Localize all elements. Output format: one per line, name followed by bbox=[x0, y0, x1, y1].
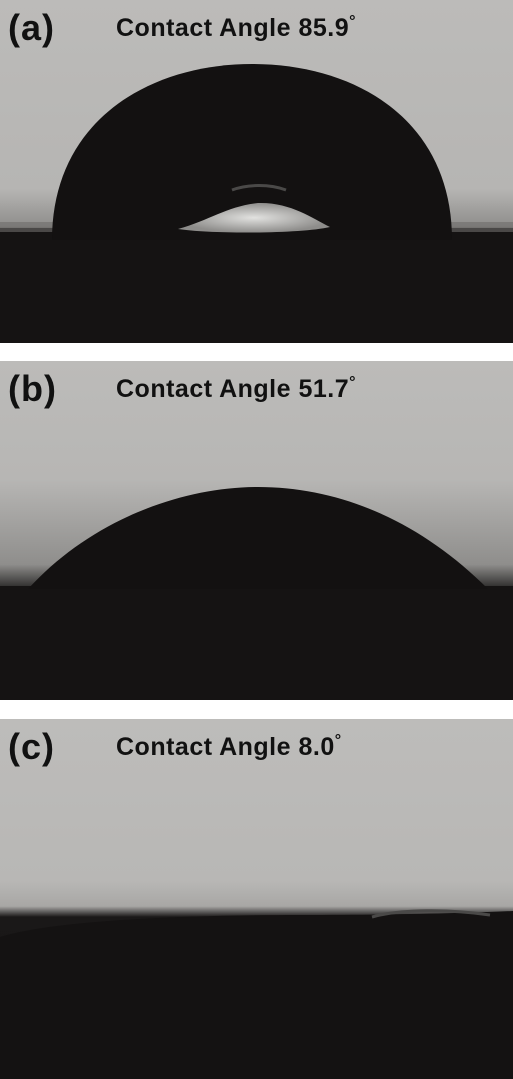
droplet bbox=[52, 64, 452, 240]
flattened-droplet bbox=[0, 911, 513, 1079]
contact-angle-caption: Contact Angle 8.0° bbox=[116, 732, 342, 761]
degree-symbol: ° bbox=[334, 732, 342, 749]
panel-c-droplet-photo: (c) Contact Angle 8.0° bbox=[0, 719, 513, 1079]
droplet-photo-b bbox=[0, 361, 513, 700]
contact-angle-caption: Contact Angle 51.7° bbox=[116, 374, 357, 403]
substrate bbox=[0, 228, 513, 343]
panel-letter: (b) bbox=[8, 368, 57, 409]
droplet bbox=[28, 487, 488, 589]
contact-angle-caption: Contact Angle 85.9° bbox=[116, 13, 357, 42]
panel-a-droplet-photo: (a) Contact Angle 85.9° bbox=[0, 0, 513, 343]
droplet-reflection-arc bbox=[231, 184, 287, 192]
substrate bbox=[0, 586, 513, 700]
droplet-photo-c bbox=[0, 719, 513, 1079]
film-reflection bbox=[371, 909, 491, 919]
panel-b-droplet-photo: (b) Contact Angle 51.7° bbox=[0, 361, 513, 700]
panel-letter: (c) bbox=[8, 726, 55, 767]
degree-symbol: ° bbox=[349, 374, 357, 391]
droplet-photo-a bbox=[0, 0, 513, 343]
droplet-reflection bbox=[178, 202, 330, 233]
panel-letter: (a) bbox=[8, 7, 55, 48]
degree-symbol: ° bbox=[349, 13, 357, 30]
